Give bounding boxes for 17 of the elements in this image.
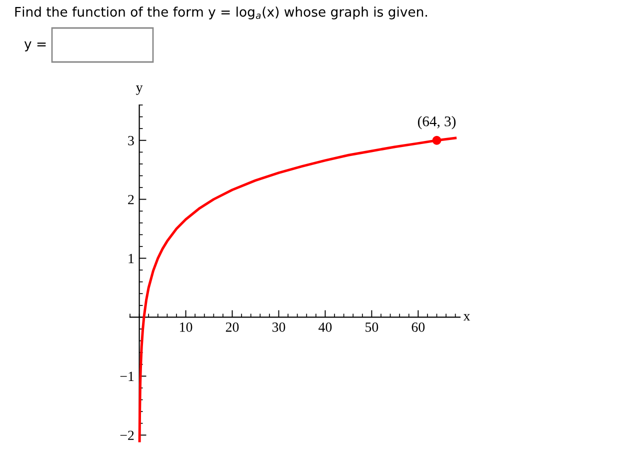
x-tick-label: 20 xyxy=(226,322,239,332)
y-tick-label: −2 xyxy=(120,430,134,440)
annotation: (64, 3) xyxy=(418,116,456,130)
line-series xyxy=(138,136,457,442)
x-tick-label: 30 xyxy=(272,322,286,332)
x-axis-title: x xyxy=(463,314,470,321)
chart-title: Find the function of the form y = log$_{a}$(x) whose graph is given. xyxy=(15,6,427,20)
x-tick-label: 50 xyxy=(366,322,378,332)
y-tick-label: 2 xyxy=(128,194,134,204)
x-tick-label: 40 xyxy=(318,322,332,332)
x-tick-label: 60 xyxy=(412,322,425,332)
x-tick-label: 10 xyxy=(180,322,192,332)
y-tick-label: 1 xyxy=(128,254,134,264)
text: y = xyxy=(24,41,46,52)
y-axis-title: y xyxy=(136,86,143,95)
y-tick-label: 3 xyxy=(128,136,134,146)
y-tick-label: −1 xyxy=(120,372,134,381)
